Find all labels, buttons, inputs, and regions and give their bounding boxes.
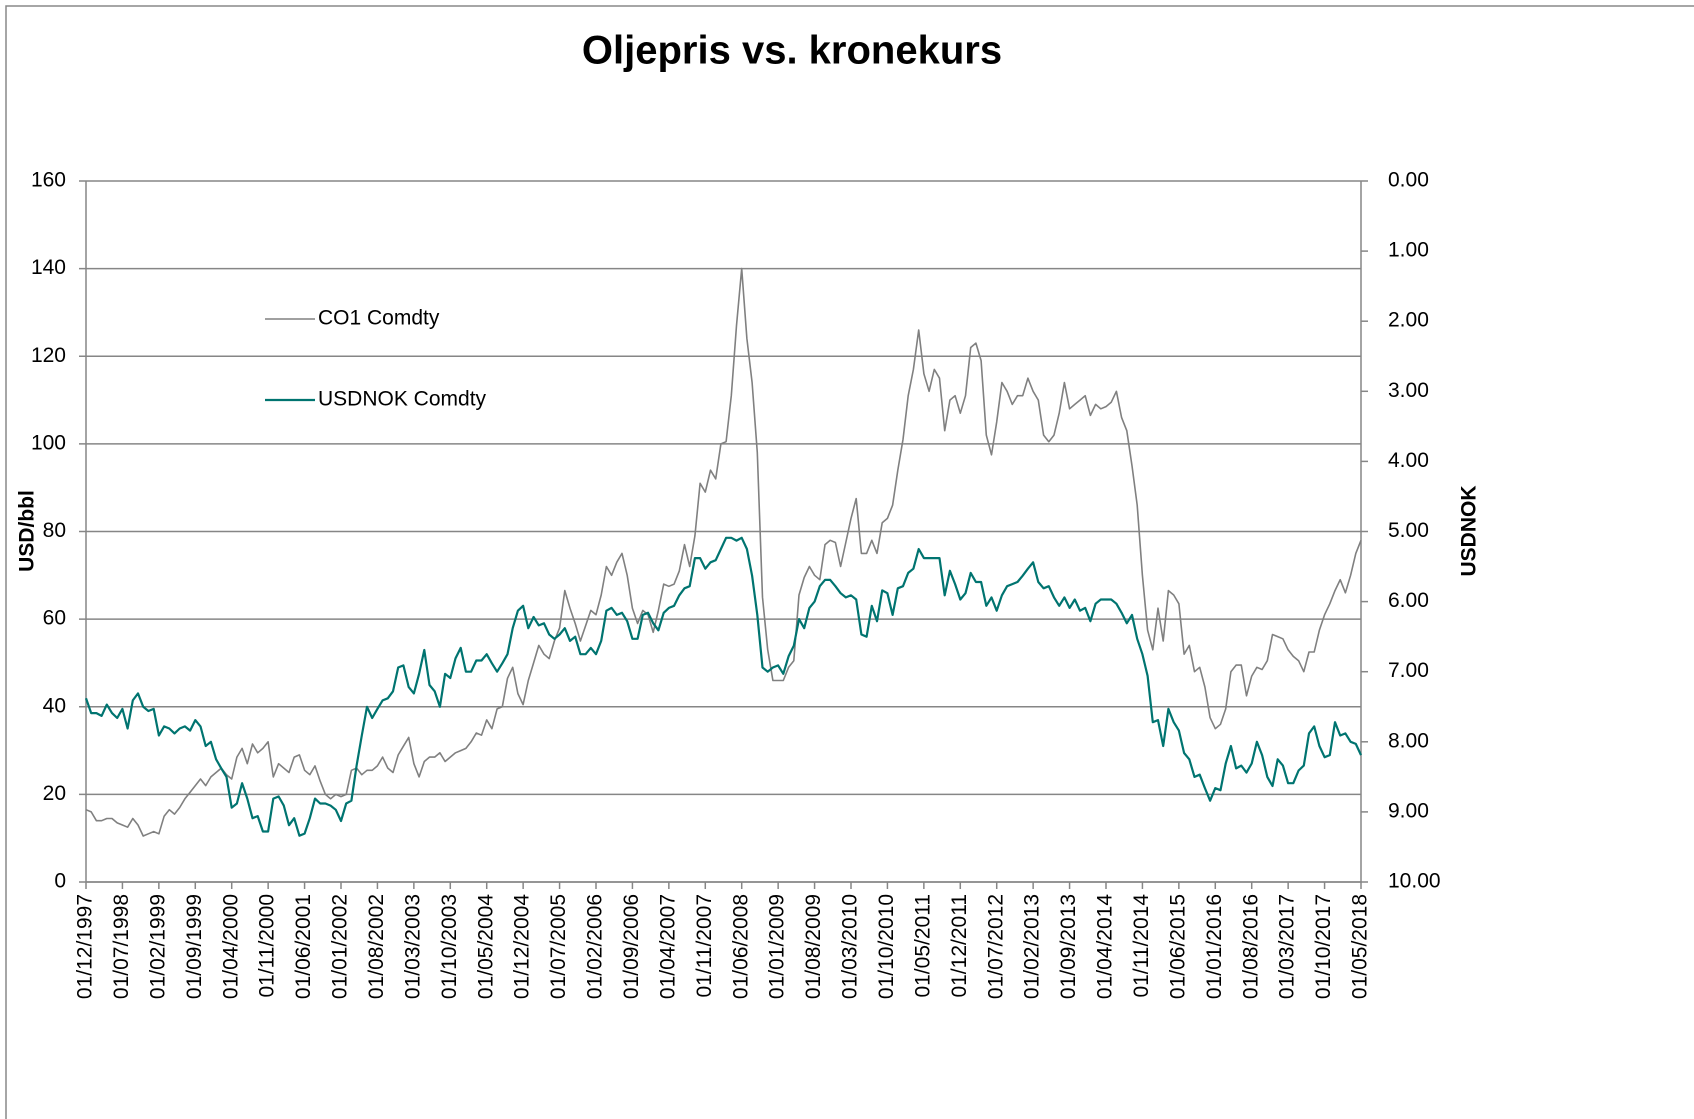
x-tick-label: 01/02/2006 [584,894,607,999]
x-tick-label: 01/08/2016 [1239,894,1262,999]
chart-title: Oljepris vs. kronekurs [582,29,1002,73]
x-tick-label: 01/12/2004 [511,894,534,999]
x-tick-label: 01/05/2018 [1349,894,1372,999]
x-tick-label: 01/08/2002 [365,894,388,999]
y2-tick-label: 9.00 [1388,799,1429,822]
y-tick-label: 0 [54,870,66,893]
x-tick-label: 01/07/1998 [110,894,133,999]
x-tick-label: 01/11/2007 [693,894,716,998]
y2-tick-label: 8.00 [1388,729,1429,752]
x-tick-label: 01/10/2010 [875,894,898,999]
line-series [84,536,1362,837]
y2-tick-label: 7.00 [1388,659,1429,682]
y2-tick-label: 5.00 [1388,519,1429,542]
x-tick-label: 01/10/2003 [438,894,461,999]
x-tick-label: 01/03/2003 [401,894,424,999]
y2-tick-label: 2.00 [1388,309,1429,332]
y2-tick-label: 3.00 [1388,379,1429,402]
y-tick-label: 60 [43,607,66,630]
x-tick-label: 01/06/2015 [1166,894,1189,999]
y2-tick-label: 6.00 [1388,589,1429,612]
y2-tick-label: 0.00 [1388,169,1429,192]
x-tick-label: 01/02/2013 [1021,894,1044,999]
x-tick-label: 01/11/2000 [256,894,279,998]
y2-tick-label: 4.00 [1388,449,1429,472]
x-tick-label: 01/06/2001 [292,894,315,999]
x-tick-label: 01/12/1997 [74,894,97,999]
x-tick-label: 01/04/2000 [219,894,242,999]
line-series [85,267,1362,837]
y-axis-label: USD/bbl [16,490,39,572]
x-tick-label: 01/09/2006 [620,894,643,999]
x-tick-label: 01/05/2011 [911,894,934,998]
x-tick-label: 01/07/2012 [984,894,1007,999]
x-tick-label: 01/01/2016 [1203,894,1226,999]
x-tick-label: 01/11/2014 [1130,894,1153,998]
x-tick-label: 01/08/2009 [802,894,825,999]
x-tick-label: 01/03/2010 [839,894,862,999]
y2-axis-label: USDNOK [1458,485,1481,576]
x-tick-label: 01/10/2017 [1312,894,1335,999]
x-tick-label: 01/01/2009 [766,894,789,999]
x-tick-label: 01/12/2011 [948,894,971,998]
x-tick-label: 01/09/2013 [1057,894,1080,999]
y-tick-label: 20 [43,782,66,805]
x-tick-label: 01/02/1999 [146,894,169,999]
y-tick-label: 120 [31,344,66,367]
x-tick-label: 01/04/2014 [1094,894,1117,999]
x-tick-label: 01/09/1999 [183,894,206,999]
x-tick-label: 01/01/2002 [329,894,352,999]
legend-label: CO1 Comdty [318,307,440,330]
y-tick-label: 100 [31,431,66,454]
x-tick-label: 01/05/2004 [474,894,497,999]
y2-tick-label: 10.00 [1388,870,1441,893]
y-tick-label: 40 [43,694,66,717]
x-tick-label: 01/07/2005 [547,894,570,999]
y-tick-label: 140 [31,256,66,279]
x-tick-label: 01/03/2017 [1276,894,1299,999]
y2-tick-label: 1.00 [1388,239,1429,262]
x-tick-label: 01/06/2008 [729,894,752,999]
legend-label: USDNOK Comdty [318,388,487,411]
y-tick-label: 160 [31,169,66,192]
chart-frame [5,5,1694,1119]
y-tick-label: 80 [43,519,66,542]
x-tick-label: 01/04/2007 [656,894,679,999]
